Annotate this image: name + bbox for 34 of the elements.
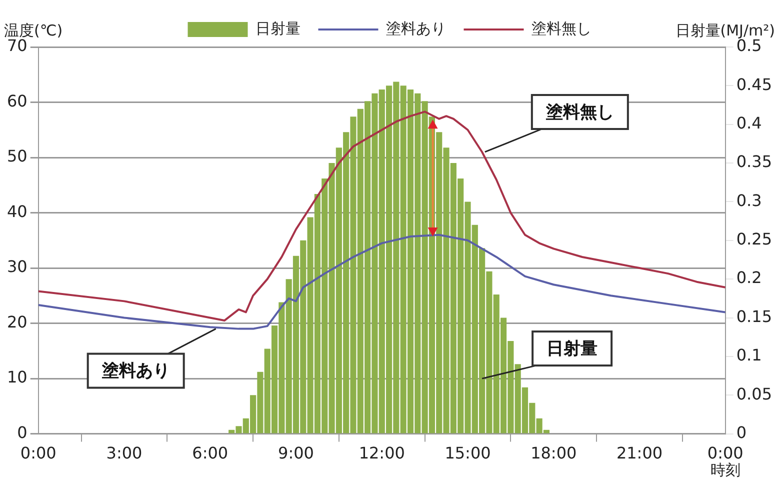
x-tick-label: 18:00 [530,444,577,463]
x-tick-label: 0:00 [20,444,56,463]
legend-label: 塗料あり [386,19,446,38]
legend-label: 日射量 [255,19,300,38]
y-tick-label: 20 [7,312,28,332]
y-tick-label: 60 [7,91,28,110]
legend-label: 塗料無し [531,19,592,38]
annotation: 塗料あり [100,361,170,382]
x-tick-label: 12:00 [358,444,405,463]
y2-tick-label: 0.35 [736,152,772,172]
y2-tick-label: 0.15 [736,306,772,326]
y-tick-label: 30 [7,257,28,276]
x-tick-label: 15:00 [444,444,491,463]
annotation: 塗料無し [544,102,614,122]
annotation: 日射量 [546,338,598,359]
y-tick-label: 10 [7,368,28,387]
y2-tick-label: 0.25 [736,230,772,249]
y2-tick-label: 0 [736,422,747,442]
x-tick-label: 3:00 [106,444,142,463]
y-tick-label: 0 [17,422,28,442]
y2-tick-label: 0.1 [736,346,762,365]
y2-tick-label: 0.2 [736,268,762,288]
y2-tick-label: 0.4 [736,114,762,133]
x-axis-title: 時刻 [710,461,740,480]
y-tick-label: 50 [7,146,28,166]
y2-axis-title: 日射量(MJ/m²) [675,21,775,40]
y2-tick-label: 0.45 [736,74,772,94]
x-tick-label: 0:00 [707,444,744,463]
x-tick-label: 9:00 [278,444,314,463]
y2-tick-label: 0.05 [736,384,772,404]
x-tick-label: 21:00 [616,444,663,463]
x-tick-label: 6:00 [192,444,228,463]
y2-tick-label: 0.3 [736,190,762,210]
y-tick-label: 40 [7,202,28,221]
